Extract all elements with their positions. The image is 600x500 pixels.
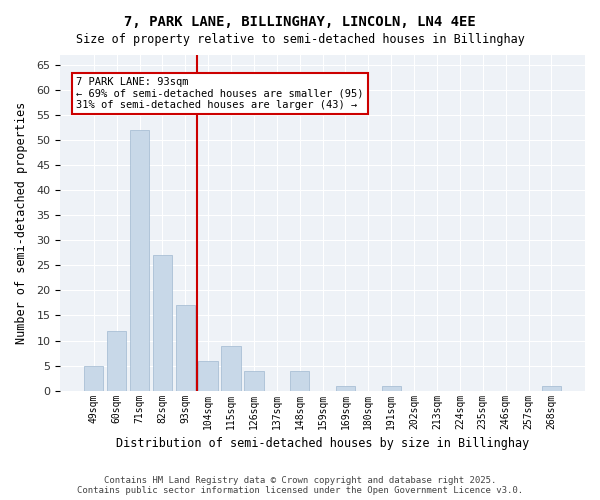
Bar	[199, 360, 218, 390]
Bar	[107, 330, 127, 390]
Bar	[176, 306, 195, 390]
Bar	[382, 386, 401, 390]
Y-axis label: Number of semi-detached properties: Number of semi-detached properties	[15, 102, 28, 344]
Text: Size of property relative to semi-detached houses in Billinghay: Size of property relative to semi-detach…	[76, 32, 524, 46]
Bar	[84, 366, 103, 390]
Text: 7 PARK LANE: 93sqm
← 69% of semi-detached houses are smaller (95)
31% of semi-de: 7 PARK LANE: 93sqm ← 69% of semi-detache…	[76, 77, 364, 110]
Bar	[221, 346, 241, 391]
Bar	[152, 256, 172, 390]
Bar	[244, 370, 263, 390]
Text: Contains HM Land Registry data © Crown copyright and database right 2025.
Contai: Contains HM Land Registry data © Crown c…	[77, 476, 523, 495]
Bar	[290, 370, 310, 390]
Bar	[542, 386, 561, 390]
Text: 7, PARK LANE, BILLINGHAY, LINCOLN, LN4 4EE: 7, PARK LANE, BILLINGHAY, LINCOLN, LN4 4…	[124, 15, 476, 29]
Bar	[336, 386, 355, 390]
X-axis label: Distribution of semi-detached houses by size in Billinghay: Distribution of semi-detached houses by …	[116, 437, 529, 450]
Bar	[130, 130, 149, 390]
